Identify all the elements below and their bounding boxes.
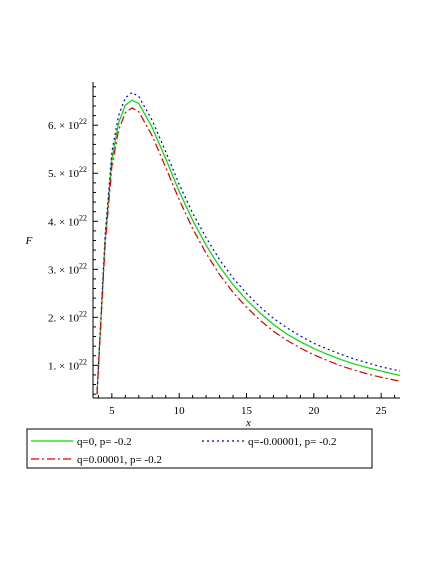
y-tick-label: 1. × 1022	[48, 357, 87, 372]
y-tick-label: 2. × 1022	[48, 309, 87, 324]
x-tick-label: 5	[109, 405, 115, 417]
y-tick-label-exponent: 22	[79, 213, 87, 222]
x-tick-label: 15	[241, 405, 253, 417]
y-tick-label-exponent: 22	[79, 357, 87, 366]
legend-box	[26, 428, 373, 469]
legend-label-2: q=-0.00001, p= -0.2	[248, 436, 336, 448]
legend-label-1: q=0, p= -0.2	[77, 436, 132, 448]
series-layer	[96, 92, 401, 395]
x-axis-ticks: 5 10 15 20 25	[97, 393, 396, 417]
y-tick-label-base: 1. × 10	[48, 360, 79, 372]
y-tick-label-base: 3. × 10	[48, 264, 79, 276]
legend-label-3: q=0.00001, p= -0.2	[77, 454, 162, 466]
y-tick-label-exponent: 22	[79, 117, 87, 126]
x-axis-title: x	[245, 417, 251, 429]
y-tick-label-base: 6. × 10	[48, 120, 79, 132]
y-tick-label-exponent: 22	[79, 309, 87, 318]
y-tick-label-base: 2. × 10	[48, 312, 79, 324]
series-line-2	[96, 92, 401, 395]
series-line-3	[96, 107, 401, 395]
y-tick-label: 3. × 1022	[48, 261, 87, 276]
y-tick-label-exponent: 22	[79, 261, 87, 270]
y-axis-title: F	[25, 235, 33, 247]
y-tick-label: 5. × 1022	[48, 165, 87, 180]
y-tick-label-base: 5. × 10	[48, 168, 79, 180]
series-line-1	[96, 99, 401, 395]
y-tick-label-exponent: 22	[79, 165, 87, 174]
x-tick-label: 10	[174, 405, 186, 417]
y-tick-label: 6. × 1022	[48, 117, 87, 132]
legend: q=0, p= -0.2 q=-0.00001, p= -0.2 q=0.00001…	[26, 428, 373, 469]
y-tick-label-base: 4. × 10	[48, 216, 79, 228]
x-tick-label: 25	[376, 405, 388, 417]
y-tick-label: 4. × 1022	[48, 213, 87, 228]
x-tick-label: 20	[308, 405, 320, 417]
